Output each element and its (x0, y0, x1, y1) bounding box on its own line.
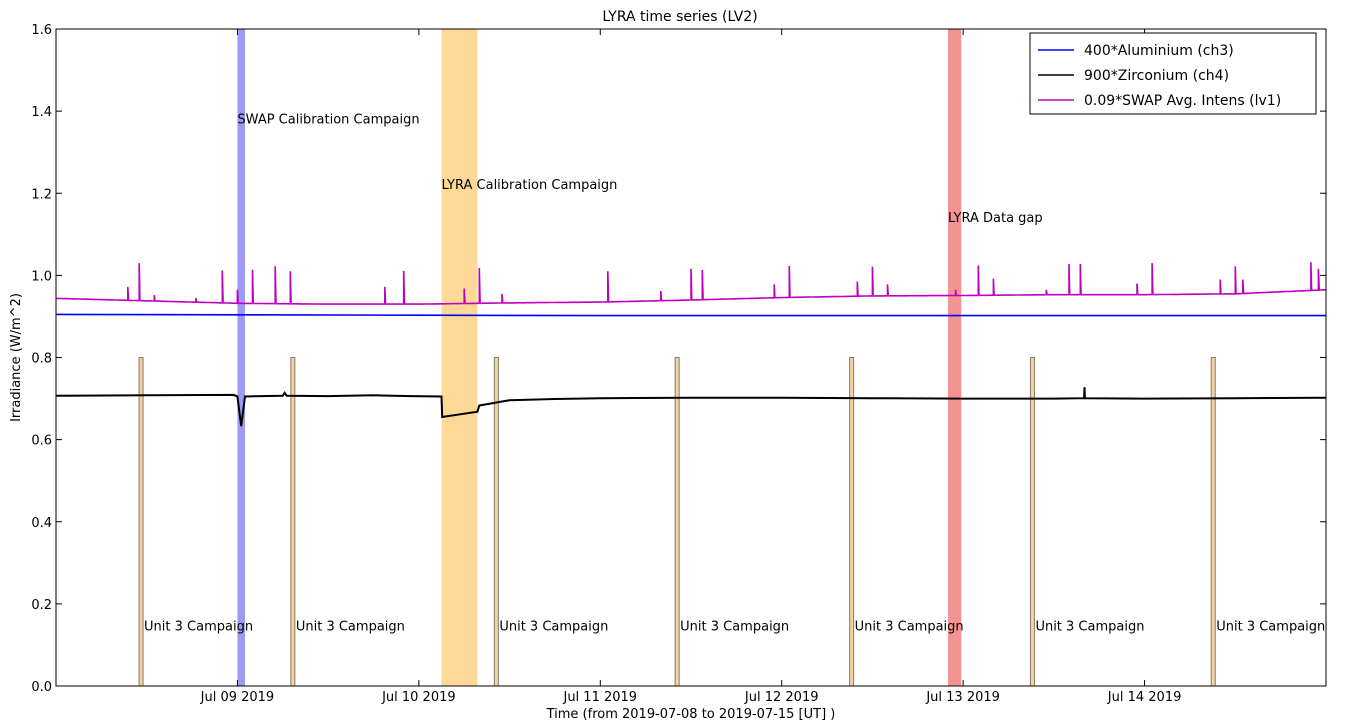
unit-campaign-bar-0 (138, 357, 144, 687)
unit-campaign-bar-3 (674, 357, 680, 687)
annotations: SWAP Calibration Campaign LYRA Calibratio… (144, 112, 1325, 634)
y-tick-label: 1.4 (31, 105, 52, 120)
series-aluminium-line (55, 313, 1326, 317)
y-tick-label: 1.0 (31, 269, 52, 284)
legend-entry-2: 0.09*SWAP Avg. Intens (lv1) (1084, 93, 1281, 109)
legend-entry-0: 400*Aluminium (ch3) (1084, 43, 1234, 59)
unit-campaign-bars (138, 357, 1216, 687)
unit-campaign-label-3: Unit 3 Campaign (680, 620, 789, 635)
unit-campaign-bar-1 (290, 357, 296, 687)
series-lines (55, 262, 1327, 427)
y-tick-label: 0.6 (31, 434, 52, 449)
y-tick-label: 0.8 (31, 352, 52, 367)
legend-box (1029, 32, 1317, 115)
unit-campaign-label-4: Unit 3 Campaign (855, 620, 964, 635)
shaded-region-2 (948, 29, 962, 686)
unit-campaign-bar-6 (1210, 357, 1216, 687)
chart-title: LYRA time series (LV2) (602, 9, 757, 25)
series-zirconium-line (55, 387, 1327, 427)
x-tick-label: Jul 12 2019 (744, 690, 819, 705)
y-tick-label: 0.4 (31, 516, 52, 531)
legend: 400*Aluminium (ch3) 900*Zirconium (ch4) 0.… (1029, 32, 1317, 115)
x-tick-label: Jul 13 2019 (925, 690, 1000, 705)
axis-ticks: 0.0 0.2 0.4 0.6 0.8 1.0 1.2 1.4 1.6 Jul 09 2019 Ju… (31, 23, 1326, 705)
y-axis-label: Irradiance (W/m^2) (9, 293, 24, 422)
unit-campaign-bar-4 (849, 357, 855, 687)
x-tick-label: Jul 10 2019 (381, 690, 456, 705)
y-tick-label: 0.0 (31, 680, 52, 695)
unit-campaign-label-6: Unit 3 Campaign (1216, 620, 1325, 635)
shaded-regions (237, 29, 962, 686)
unit-campaign-bar-5 (1029, 357, 1035, 687)
x-tick-label: Jul 09 2019 (200, 690, 275, 705)
shaded-region-0 (237, 29, 245, 686)
y-tick-label: 0.2 (31, 598, 52, 613)
unit-campaign-label-1: Unit 3 Campaign (296, 620, 405, 635)
x-axis-label: Time (from 2019-07-08 to 2019-07-15 [UT]… (546, 707, 836, 722)
unit-campaign-label-2: Unit 3 Campaign (499, 620, 608, 635)
unit-campaign-label-5: Unit 3 Campaign (1035, 620, 1144, 635)
shaded-region-1 (441, 29, 478, 686)
shaded-region-label-1: LYRA Calibration Campaign (442, 178, 618, 193)
unit-campaign-bar-2 (493, 357, 499, 687)
shaded-region-label-0: SWAP Calibration Campaign (237, 112, 419, 127)
shaded-region-label-2: LYRA Data gap (948, 211, 1043, 226)
series-swap-line (56, 262, 1327, 305)
y-tick-label: 1.6 (31, 23, 52, 38)
legend-entry-1: 900*Zirconium (ch4) (1084, 68, 1229, 84)
x-tick-label: Jul 11 2019 (562, 690, 637, 705)
y-tick-label: 1.2 (31, 187, 52, 202)
plot-frame (55, 28, 1327, 687)
x-tick-label: Jul 14 2019 (1107, 690, 1182, 705)
unit-campaign-label-0: Unit 3 Campaign (144, 620, 253, 635)
